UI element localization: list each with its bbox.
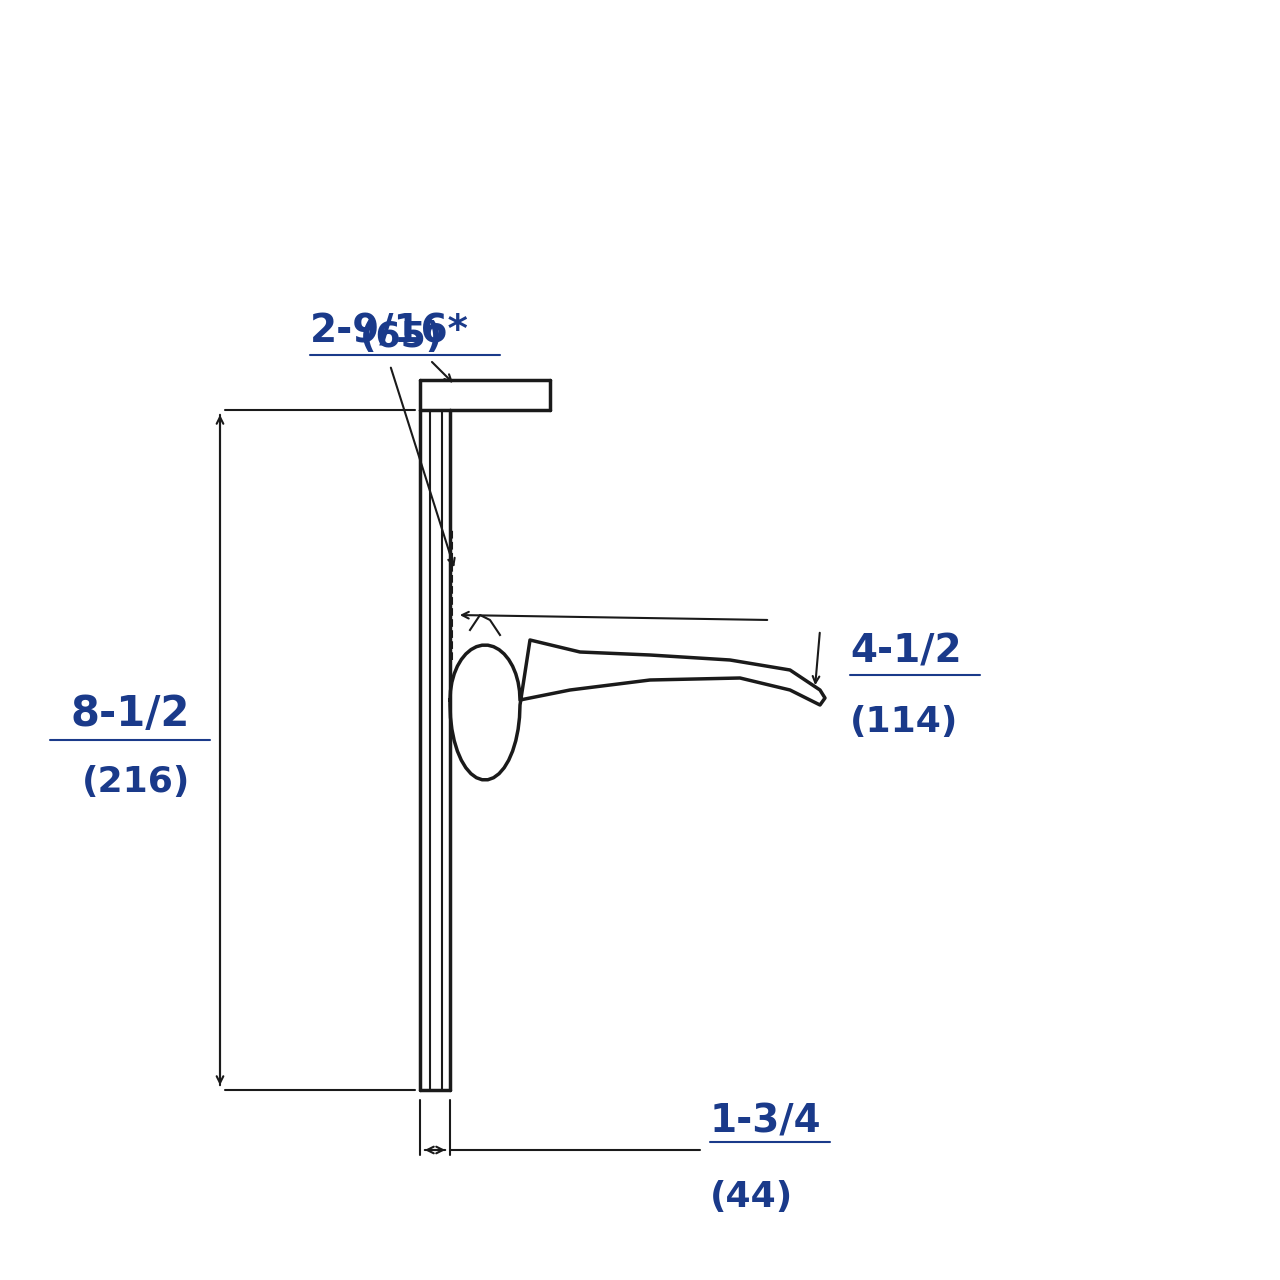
Text: 8-1/2: 8-1/2 (70, 692, 189, 735)
Text: (216): (216) (82, 765, 189, 799)
Text: 4-1/2: 4-1/2 (850, 632, 961, 669)
Text: (114): (114) (850, 705, 959, 739)
Text: 2-9/16*: 2-9/16* (310, 312, 468, 349)
Text: 1-3/4: 1-3/4 (710, 1102, 822, 1140)
Text: (65): (65) (360, 320, 443, 355)
Text: (44): (44) (710, 1180, 794, 1213)
